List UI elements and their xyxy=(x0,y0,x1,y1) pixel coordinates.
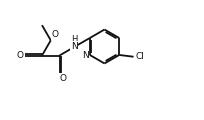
Text: O: O xyxy=(51,30,58,39)
Text: O: O xyxy=(17,51,24,60)
Text: Cl: Cl xyxy=(136,52,144,61)
Text: N: N xyxy=(82,51,89,60)
Text: H: H xyxy=(71,35,77,44)
Text: N: N xyxy=(71,42,78,51)
Text: O: O xyxy=(60,74,67,83)
